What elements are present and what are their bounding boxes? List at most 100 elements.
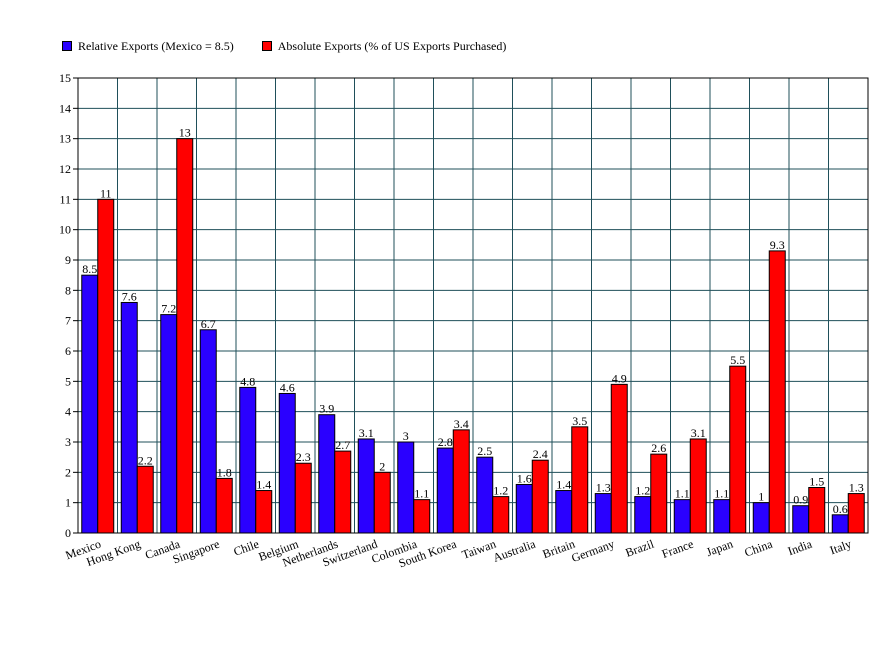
bar xyxy=(531,459,549,534)
y-tick-label: 9 xyxy=(65,253,71,267)
y-tick-label: 3 xyxy=(65,435,71,449)
data-label: 2.7 xyxy=(335,438,350,452)
data-label: 3.1 xyxy=(359,426,374,440)
data-label: 1 xyxy=(758,490,764,504)
bar xyxy=(278,392,296,534)
bar xyxy=(610,383,628,534)
bar xyxy=(120,301,138,534)
y-tick-label: 1 xyxy=(65,496,71,510)
bar xyxy=(713,499,731,534)
data-label: 3.5 xyxy=(572,414,587,428)
x-tick-label: Taiwan xyxy=(460,537,498,562)
legend-label-absolute-exports: Absolute Exports (% of US Exports Purcha… xyxy=(277,38,507,53)
bar xyxy=(847,493,865,534)
legend-label-relative-exports: Relative Exports (Mexico = 8.5) xyxy=(78,38,234,53)
bar xyxy=(294,462,312,534)
y-tick-label: 6 xyxy=(65,344,71,358)
data-label: 2.2 xyxy=(138,453,153,467)
bar xyxy=(176,138,194,534)
data-label: 1.1 xyxy=(675,487,690,501)
data-label: 2.5 xyxy=(477,444,492,458)
data-label: 5.5 xyxy=(730,353,745,367)
x-tick-label: Brazil xyxy=(623,536,656,559)
bar xyxy=(752,502,770,534)
data-label: 11 xyxy=(100,186,112,200)
x-tick-label: France xyxy=(660,537,695,561)
bar xyxy=(239,386,257,534)
bar xyxy=(160,314,178,534)
bar xyxy=(255,490,273,534)
data-label: 1.1 xyxy=(714,487,729,501)
x-tick-label: India xyxy=(786,536,815,558)
bar xyxy=(515,483,533,534)
bar xyxy=(81,274,99,534)
bar xyxy=(673,499,691,534)
bar xyxy=(808,487,826,534)
bar xyxy=(792,505,810,534)
y-tick-label: 0 xyxy=(65,526,71,540)
bar xyxy=(215,477,233,534)
data-label: 1.5 xyxy=(809,475,824,489)
data-label: 2.8 xyxy=(438,435,453,449)
y-tick-label: 11 xyxy=(59,192,71,206)
bar xyxy=(650,453,668,534)
data-label: 7.2 xyxy=(161,302,176,316)
bar xyxy=(634,496,652,534)
data-label: 1.4 xyxy=(556,478,571,492)
data-label: 6.7 xyxy=(201,317,216,331)
y-tick-label: 12 xyxy=(59,162,71,176)
chart-legend: Relative Exports (Mexico = 8.5) Absolute… xyxy=(62,38,534,54)
x-tick-label: Japan xyxy=(704,537,734,560)
data-label: 3.9 xyxy=(319,402,334,416)
bar xyxy=(452,429,470,534)
bar xyxy=(334,450,352,534)
data-label: 8.5 xyxy=(82,262,97,276)
bar xyxy=(555,490,573,534)
bar xyxy=(768,250,786,534)
legend-swatch-absolute-exports xyxy=(261,41,272,51)
bar xyxy=(373,471,391,534)
x-tick-label: China xyxy=(743,536,775,559)
y-tick-label: 15 xyxy=(59,71,71,85)
bar xyxy=(594,493,612,534)
x-tick-label: Australia xyxy=(491,536,538,564)
bar xyxy=(357,438,375,534)
bar xyxy=(318,414,336,534)
x-tick-label: Chile xyxy=(232,537,261,559)
bar xyxy=(729,365,747,534)
bar xyxy=(476,456,494,534)
x-tick-label: Germany xyxy=(570,537,617,565)
data-label: 2.3 xyxy=(296,450,311,464)
data-label: 1.2 xyxy=(635,484,650,498)
data-label: 2.6 xyxy=(651,441,666,455)
data-label: 3.4 xyxy=(454,417,469,431)
y-tick-label: 7 xyxy=(65,314,71,328)
bar xyxy=(136,465,154,534)
data-label: 1.2 xyxy=(493,484,508,498)
bar xyxy=(436,447,454,534)
legend-item-relative-exports: Relative Exports (Mexico = 8.5) xyxy=(62,39,234,54)
bar xyxy=(97,198,115,534)
plot-border xyxy=(77,77,869,534)
y-tick-label: 14 xyxy=(59,101,71,115)
data-label: 3 xyxy=(403,429,409,443)
data-label: 13 xyxy=(179,126,191,140)
data-label: 1.4 xyxy=(256,478,271,492)
data-label: 1.1 xyxy=(414,487,429,501)
legend-swatch-relative-exports xyxy=(62,41,72,51)
y-tick-label: 2 xyxy=(65,465,71,479)
data-label: 1.8 xyxy=(217,465,232,479)
x-tick-label: Italy xyxy=(828,537,853,558)
y-tick-label: 5 xyxy=(65,374,71,388)
data-label: 1.6 xyxy=(517,471,532,485)
y-tick-label: 13 xyxy=(59,132,71,146)
bar xyxy=(492,496,510,534)
data-label: 4.8 xyxy=(240,374,255,388)
data-label: 2 xyxy=(379,459,385,473)
bar xyxy=(199,329,217,534)
legend-item-absolute-exports: Absolute Exports (% of US Exports Purcha… xyxy=(261,38,507,54)
data-label: 3.1 xyxy=(691,426,706,440)
data-label: 4.6 xyxy=(280,380,295,394)
bar xyxy=(397,441,415,534)
